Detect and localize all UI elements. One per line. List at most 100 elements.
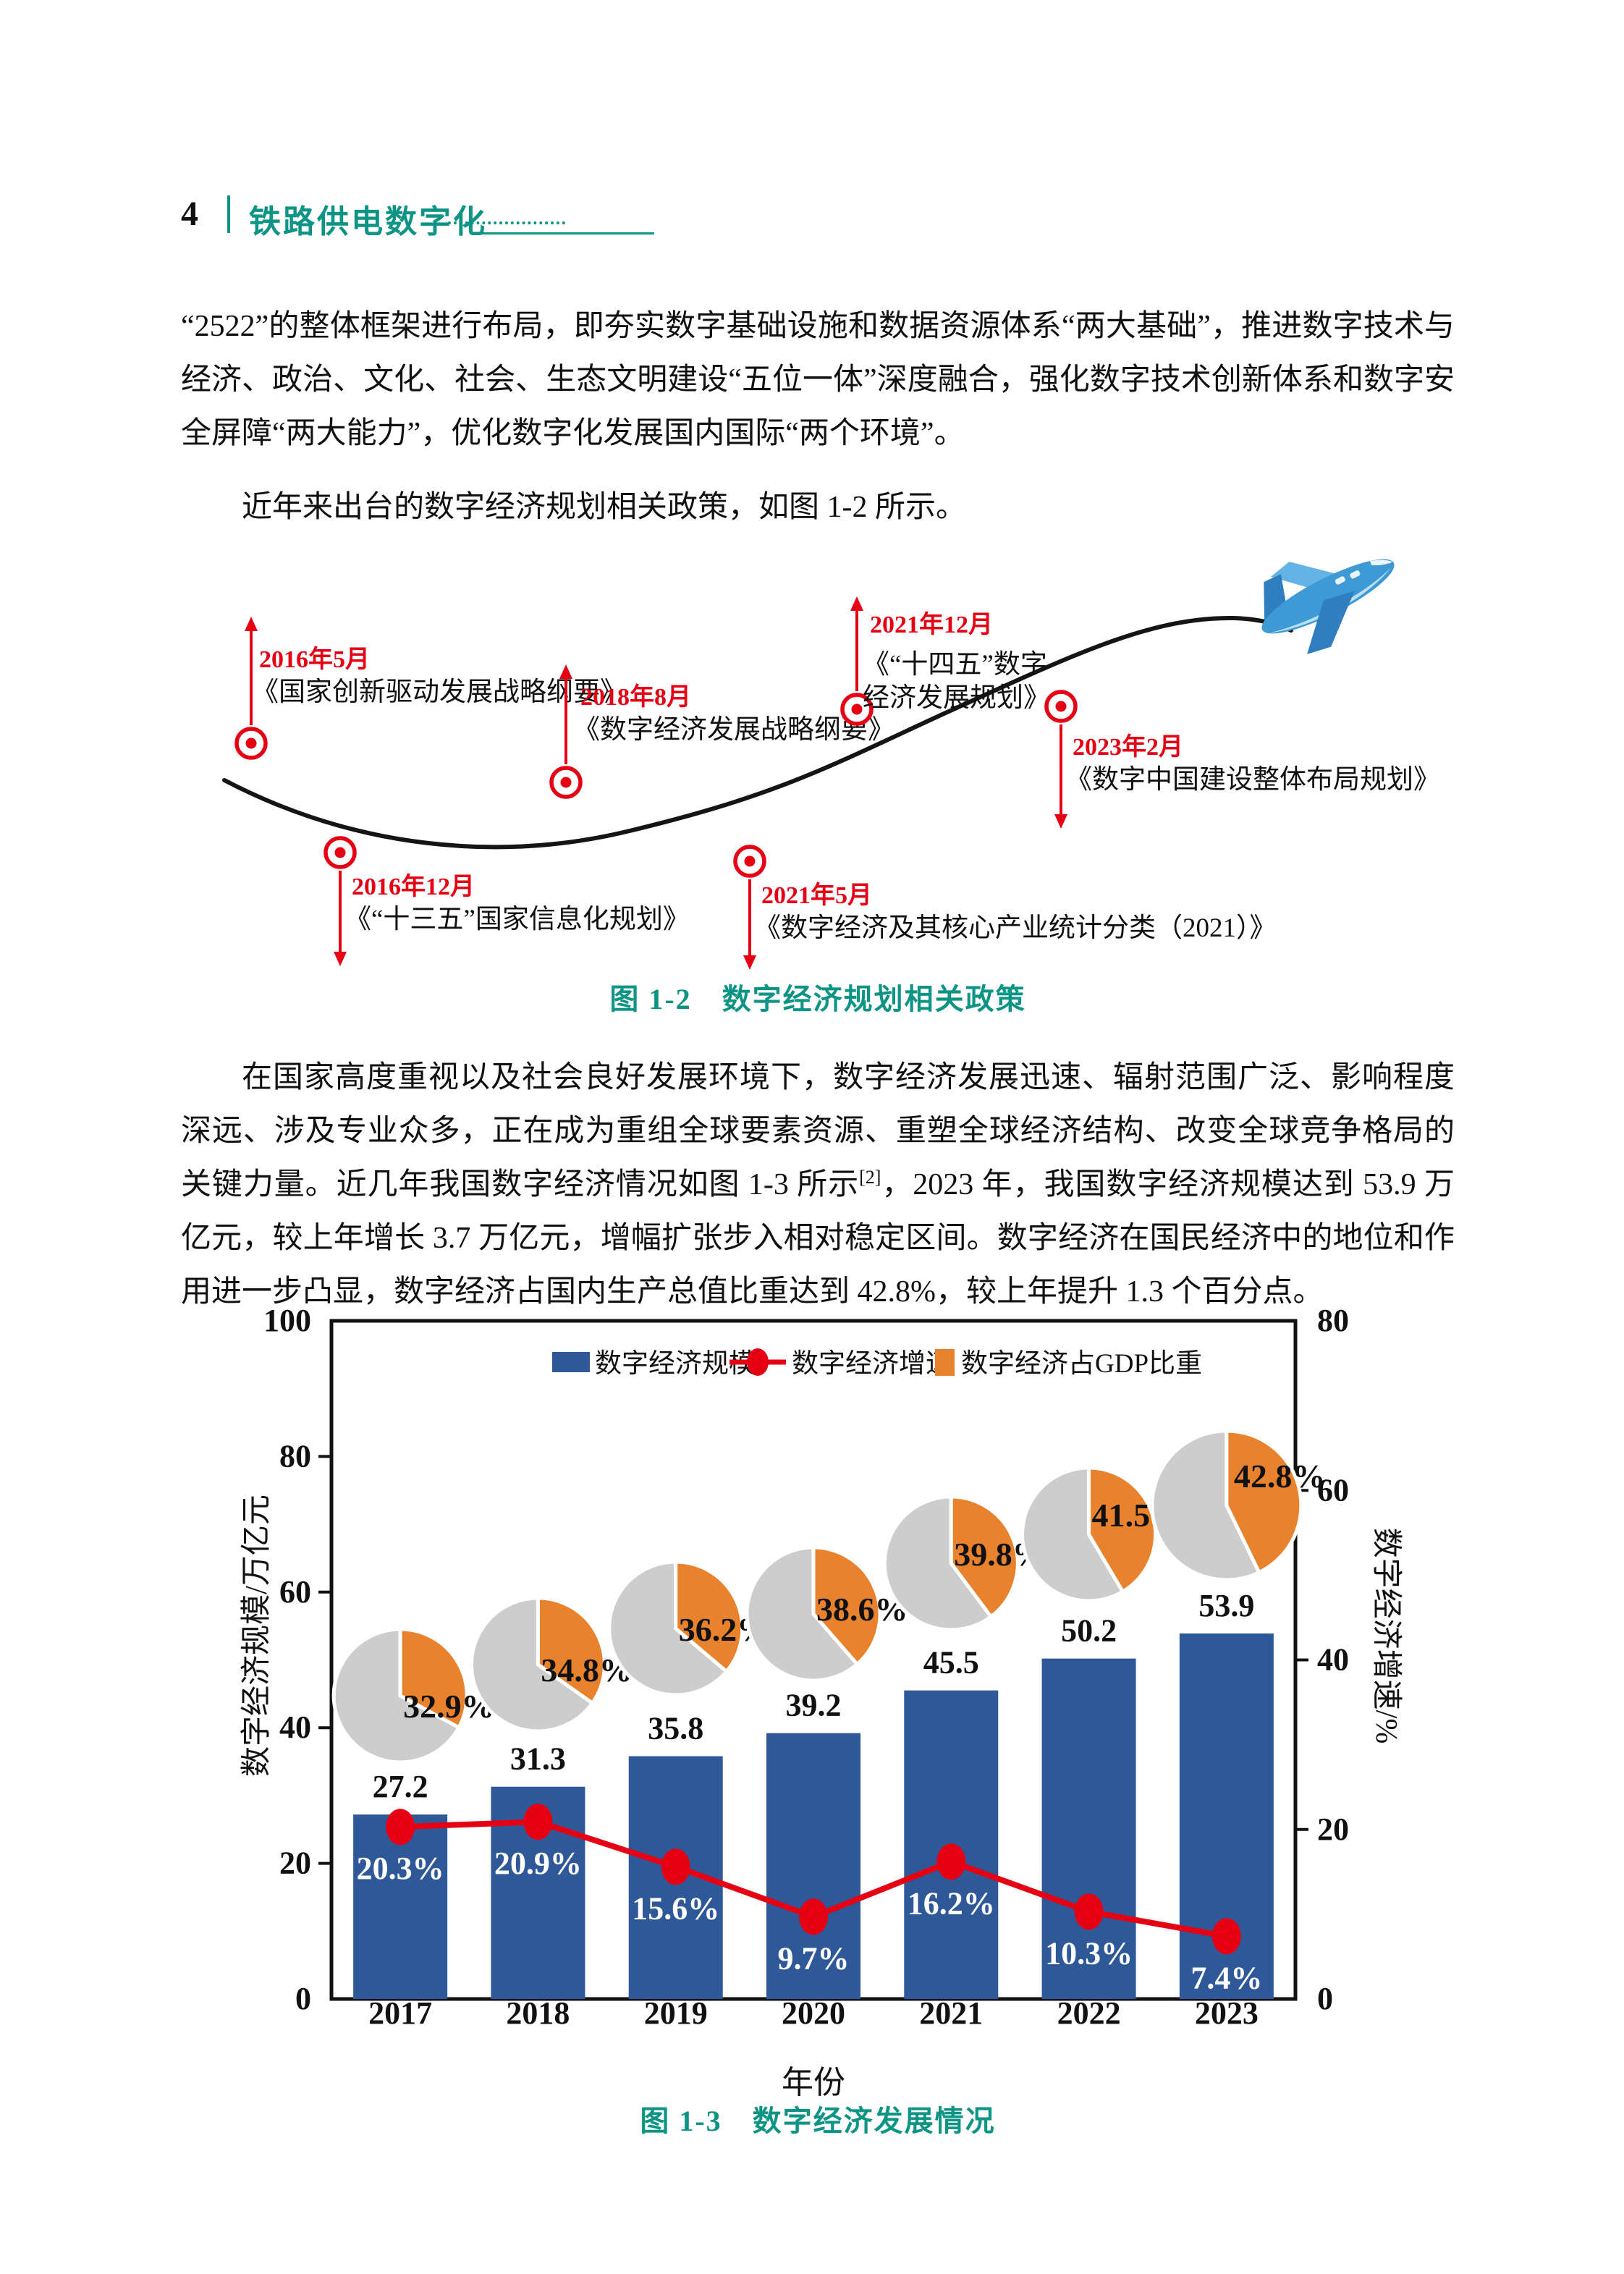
event-date: 2016年12月 (352, 873, 475, 900)
event-title: 《数字中国建设整体布局规划》 (1065, 764, 1440, 795)
pie-value-label: 42.8% (1234, 1458, 1326, 1495)
growth-value-label: 16.2% (908, 1885, 995, 1921)
line-marker (799, 1898, 828, 1935)
citation-ref: [2] (859, 1167, 881, 1188)
event-date: 2016年5月 (259, 646, 370, 673)
bar-value-label: 31.3 (510, 1741, 566, 1777)
economy-chart-figure: 0 20 40 60 80 100 0 20 40 60 80 数字经济规模/万亿元 数字经济增速/% 数… (181, 1303, 1455, 2113)
event-arrowhead-icon (1054, 814, 1067, 829)
pie-slice-gray (1020, 1466, 1125, 1603)
timeline-event: 2016年5月《国家创新驱动发展战略纲要》 (234, 617, 627, 760)
axis-tick-label: 60 (279, 1574, 311, 1610)
event-date: 2018年8月 (580, 683, 691, 711)
event-date: 2021年12月 (870, 611, 993, 638)
bar-value-label: 35.8 (648, 1711, 703, 1746)
event-marker-dot-icon (245, 737, 257, 749)
legend-swatch-pie (935, 1349, 955, 1376)
growth-value-label: 7.4% (1190, 1960, 1262, 1995)
figure-caption-1-2: 图 1-2 数字经济规划相关政策 (609, 983, 1026, 1015)
pie-slice-gray (882, 1495, 994, 1632)
airplane-icon (1261, 559, 1395, 654)
line-marker (386, 1809, 415, 1846)
legend-swatch-line-marker (747, 1348, 769, 1376)
bar-value-label: 39.2 (786, 1688, 842, 1723)
event-date: 2023年2月 (1073, 733, 1183, 761)
legend-item: 数字经济增速 (792, 1348, 952, 1379)
axis-title-right: 数字经济增速/% (1369, 1528, 1403, 1744)
pie-slice-orange (1225, 1429, 1303, 1575)
line-marker (523, 1804, 553, 1840)
legend-item: 数字经济占GDP比重 (961, 1348, 1202, 1379)
event-marker-dot-icon (334, 847, 346, 858)
growth-value-label: 9.7% (778, 1940, 850, 1976)
x-tick-label: 2023 (1195, 1995, 1259, 2031)
growth-value-label: 20.3% (357, 1851, 444, 1886)
axis-tick-label: 100 (263, 1303, 311, 1338)
x-tick-label: 2021 (919, 1995, 983, 2031)
bar (353, 1814, 448, 1999)
x-tick-label: 2019 (644, 1995, 708, 2031)
pie-slice-gray (331, 1627, 462, 1764)
event-arrowhead-icon (559, 664, 572, 679)
pie-slice-orange (674, 1560, 745, 1675)
bar-value-label: 53.9 (1198, 1588, 1254, 1623)
pie: 32.9% (331, 1627, 495, 1764)
header-dotted-line (448, 221, 565, 224)
bar (1041, 1658, 1136, 1999)
axis-tick-label: 40 (1317, 1642, 1349, 1678)
growth-value-label: 10.3% (1045, 1935, 1133, 1971)
x-tick-label: 2022 (1057, 1995, 1121, 2031)
pie-slice-orange (949, 1495, 1020, 1620)
growth-value-label: 15.6% (632, 1890, 719, 1926)
event-title: 《数字经济发展战略纲要》 (573, 714, 895, 745)
pie-slice-orange (398, 1627, 469, 1730)
pie: 34.8% (469, 1596, 633, 1733)
line-marker (1074, 1893, 1104, 1930)
paragraph-3-text-cont: ，2023 年，我国数字经济规模达到 53.9 万亿元，较上年增长 3.7 万亿… (181, 1168, 1455, 1309)
legend-item: 数字经济规模 (595, 1348, 756, 1379)
bar (766, 1733, 860, 1999)
pie-slice-gray (745, 1545, 860, 1683)
axis-tick-label: 20 (1317, 1812, 1349, 1847)
growth-value-label: 20.9% (494, 1846, 582, 1881)
event-arrowhead-icon (743, 955, 756, 970)
timeline-event: 2016年12月《“十三五”国家信息化规划》 (323, 836, 690, 966)
event-date: 2021年5月 (761, 882, 872, 909)
bar-value-label: 45.5 (923, 1645, 979, 1681)
axis-tick-label: 20 (279, 1846, 311, 1881)
x-axis-title: 年份 (782, 2065, 845, 2100)
timeline-event: 2018年8月《数字经济发展战略纲要》 (549, 664, 895, 799)
event-marker-dot-icon (851, 703, 863, 715)
pie-slice-orange (811, 1545, 882, 1667)
book-title: 铁路供电数字化 (249, 204, 487, 240)
line-marker (661, 1848, 690, 1885)
paragraph-1: “2522”的整体框架进行布局，即夯实数字基础设施和数据资源体系“两大基础”，推… (181, 310, 1455, 450)
header-divider (227, 195, 230, 233)
axis-tick-label: 80 (1317, 1303, 1349, 1338)
pie: 42.8% (1150, 1429, 1326, 1582)
timeline-curve (222, 615, 1293, 850)
page-number: 4 (181, 195, 198, 233)
event-arrowhead-icon (334, 952, 347, 966)
axis-tick-label: 40 (279, 1709, 311, 1745)
policy-timeline-canvas: 2016年5月《国家创新驱动发展战略纲要》 2016年12月《“十三五”国家信息化… (222, 559, 1440, 970)
event-marker-dot-icon (744, 855, 756, 867)
axis-tick-label: 0 (295, 1981, 311, 2016)
header-solid-line (471, 232, 654, 234)
pie-slice-gray (607, 1560, 729, 1697)
line-marker (1211, 1918, 1241, 1955)
event-title: 经济发展规划》 (863, 682, 1050, 713)
x-tick-label: 2018 (506, 1995, 570, 2031)
pie: 38.6% (745, 1545, 908, 1683)
bar-value-label: 50.2 (1061, 1613, 1117, 1649)
axis-tick-label: 80 (279, 1438, 311, 1474)
axis-tick-label: 60 (1317, 1472, 1349, 1508)
legend: 数字经济规模 数字经济增速 数字经济占GDP比重 (552, 1348, 1202, 1379)
paragraph-2: 近年来出台的数字经济规划相关政策，如图 1-2 所示。 (242, 491, 966, 524)
paragraph-3: 在国家高度重视以及社会良好发展环境下，数字经济发展迅速、辐射范围广泛、影响程度深… (181, 1051, 1455, 1319)
paragraph-3-text: 在国家高度重视以及社会良好发展环境下，数字经济发展迅速、辐射范围广泛、影响程度深… (181, 1061, 1455, 1201)
policy-timeline-figure: 2016年5月 《国家创新驱动发展战略纲要》 2016年12月 《“十三五”国家信息化… (181, 536, 1455, 977)
event-title: 《数字经济及其核心产业统计分类（2021）》 (754, 913, 1277, 943)
